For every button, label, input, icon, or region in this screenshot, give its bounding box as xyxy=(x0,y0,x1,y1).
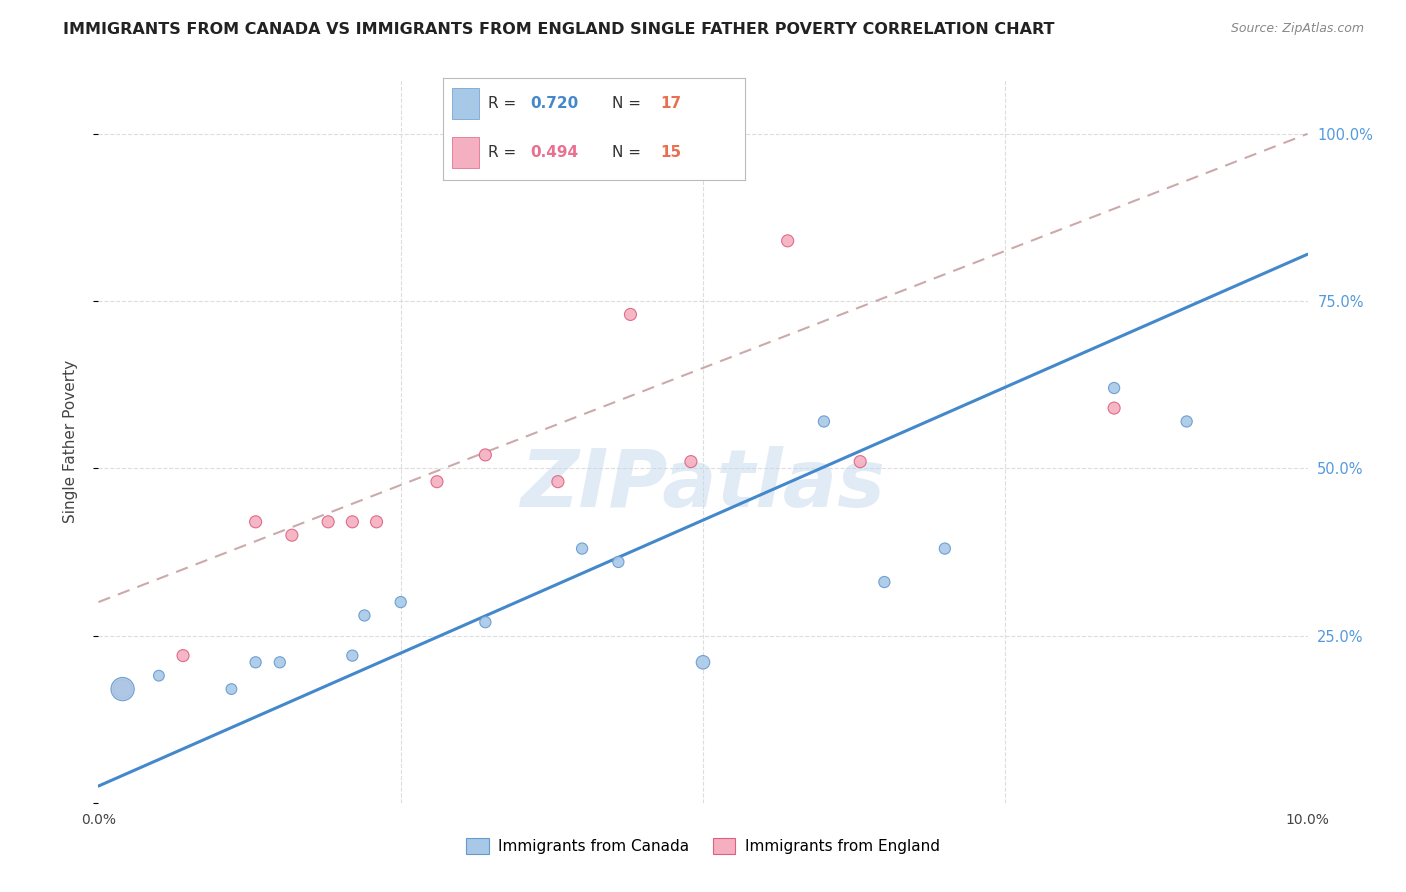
Point xyxy=(366,515,388,529)
Point xyxy=(342,648,364,663)
Point xyxy=(873,575,896,590)
Point xyxy=(679,455,702,469)
Point xyxy=(148,669,170,683)
Point xyxy=(934,541,956,556)
Text: 15: 15 xyxy=(661,145,682,160)
Point xyxy=(607,555,630,569)
Point xyxy=(776,234,799,248)
Text: 0.494: 0.494 xyxy=(530,145,579,160)
Point xyxy=(813,414,835,429)
Y-axis label: Single Father Poverty: Single Father Poverty xyxy=(63,360,77,523)
Point xyxy=(172,648,194,663)
Point xyxy=(245,515,267,529)
Point xyxy=(849,455,872,469)
Point xyxy=(245,655,267,669)
Point xyxy=(221,681,243,696)
Point xyxy=(1102,381,1125,395)
Point xyxy=(316,515,339,529)
Text: Source: ZipAtlas.com: Source: ZipAtlas.com xyxy=(1230,22,1364,36)
Point xyxy=(269,655,291,669)
Point xyxy=(619,307,641,322)
Text: ZIPatlas: ZIPatlas xyxy=(520,446,886,524)
Text: N =: N = xyxy=(612,95,645,111)
Point xyxy=(281,528,304,542)
Point xyxy=(474,615,496,630)
Text: IMMIGRANTS FROM CANADA VS IMMIGRANTS FROM ENGLAND SINGLE FATHER POVERTY CORRELAT: IMMIGRANTS FROM CANADA VS IMMIGRANTS FRO… xyxy=(63,22,1054,37)
Point xyxy=(342,515,364,529)
Text: R =: R = xyxy=(488,145,522,160)
Point xyxy=(111,681,134,696)
Point xyxy=(426,475,449,489)
Text: R =: R = xyxy=(488,95,522,111)
Text: 0.720: 0.720 xyxy=(530,95,579,111)
Bar xyxy=(451,87,479,119)
Legend: Immigrants from Canada, Immigrants from England: Immigrants from Canada, Immigrants from … xyxy=(460,832,946,860)
Bar xyxy=(451,137,479,168)
Point xyxy=(547,475,569,489)
Point xyxy=(389,595,412,609)
Point xyxy=(692,655,714,669)
Text: 17: 17 xyxy=(661,95,682,111)
Text: N =: N = xyxy=(612,145,645,160)
Point xyxy=(353,608,375,623)
Point xyxy=(1102,401,1125,416)
Point xyxy=(111,681,134,696)
Point xyxy=(474,448,496,462)
Point xyxy=(571,541,593,556)
Point xyxy=(1175,414,1198,429)
